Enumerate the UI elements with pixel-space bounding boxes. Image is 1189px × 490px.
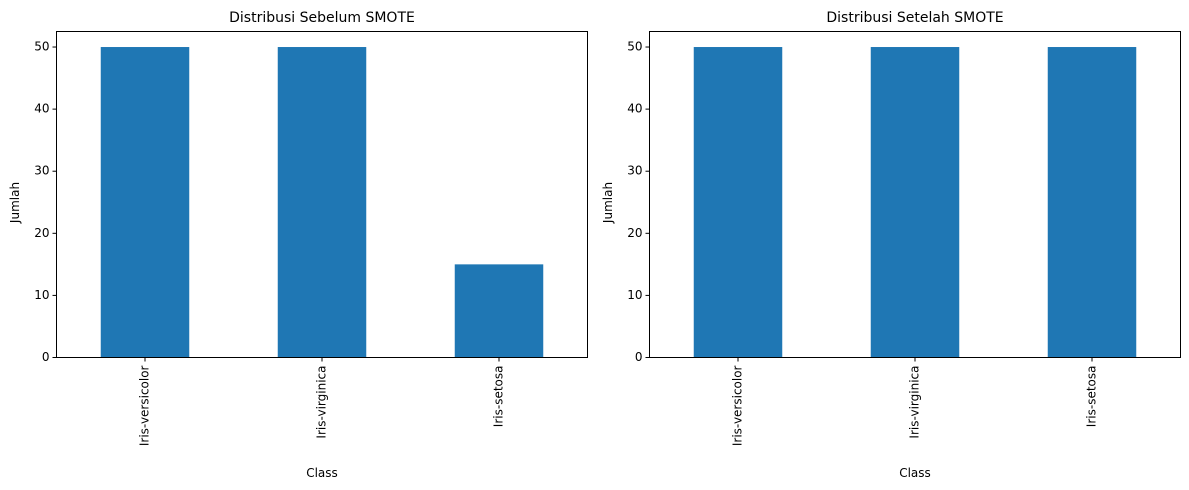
x-axis-label: Class xyxy=(899,466,931,480)
chart-before-smote: Distribusi Sebelum SMOTE Class Jumlah 0 1… xyxy=(8,10,588,480)
y-tick-label: 0 xyxy=(42,350,50,364)
bar-iris-versicolor xyxy=(693,47,783,358)
x-ticks: Iris-versicolor Iris-virginica Iris-setosa xyxy=(138,357,506,446)
y-axis-label: Jumlah xyxy=(8,182,22,224)
x-tick-label: Iris-versicolor xyxy=(138,365,152,446)
x-ticks: Iris-versicolor Iris-virginica Iris-setosa xyxy=(731,357,1099,446)
bar-iris-versicolor xyxy=(100,47,190,358)
plot-frame xyxy=(56,31,588,358)
y-tick-label: 0 xyxy=(635,350,643,364)
bar-iris-virginica xyxy=(870,47,960,358)
y-tick-label: 20 xyxy=(627,226,642,240)
y-ticks: 0 10 20 30 40 50 xyxy=(627,40,650,364)
y-tick-label: 40 xyxy=(627,102,642,116)
y-tick-label: 50 xyxy=(34,40,49,54)
x-tick-label: Iris-versicolor xyxy=(731,365,745,446)
bar-iris-setosa xyxy=(454,264,544,358)
x-tick-label: Iris-setosa xyxy=(492,366,506,428)
y-tick-label: 20 xyxy=(34,226,49,240)
x-tick-label: Iris-virginica xyxy=(908,366,922,439)
y-tick-label: 40 xyxy=(34,102,49,116)
y-tick-label: 50 xyxy=(627,40,642,54)
y-tick-label: 10 xyxy=(627,288,642,302)
x-tick-label: Iris-setosa xyxy=(1085,366,1099,428)
chart-after-smote: Distribusi Setelah SMOTE Class Jumlah 0 1… xyxy=(601,10,1181,480)
chart-title: Distribusi Sebelum SMOTE xyxy=(229,10,415,26)
y-tick-label: 10 xyxy=(34,288,49,302)
y-tick-label: 30 xyxy=(34,164,49,178)
x-tick-label: Iris-virginica xyxy=(315,366,329,439)
chart-title: Distribusi Setelah SMOTE xyxy=(826,10,1003,26)
bar-iris-virginica xyxy=(277,47,367,358)
bars xyxy=(693,47,1137,358)
x-axis-label: Class xyxy=(306,466,338,480)
y-tick-label: 30 xyxy=(627,164,642,178)
y-axis-label: Jumlah xyxy=(601,182,615,224)
bar-iris-setosa xyxy=(1047,47,1137,358)
plot-frame xyxy=(649,31,1181,358)
y-ticks: 0 10 20 30 40 50 xyxy=(34,40,57,364)
bars xyxy=(100,47,544,358)
